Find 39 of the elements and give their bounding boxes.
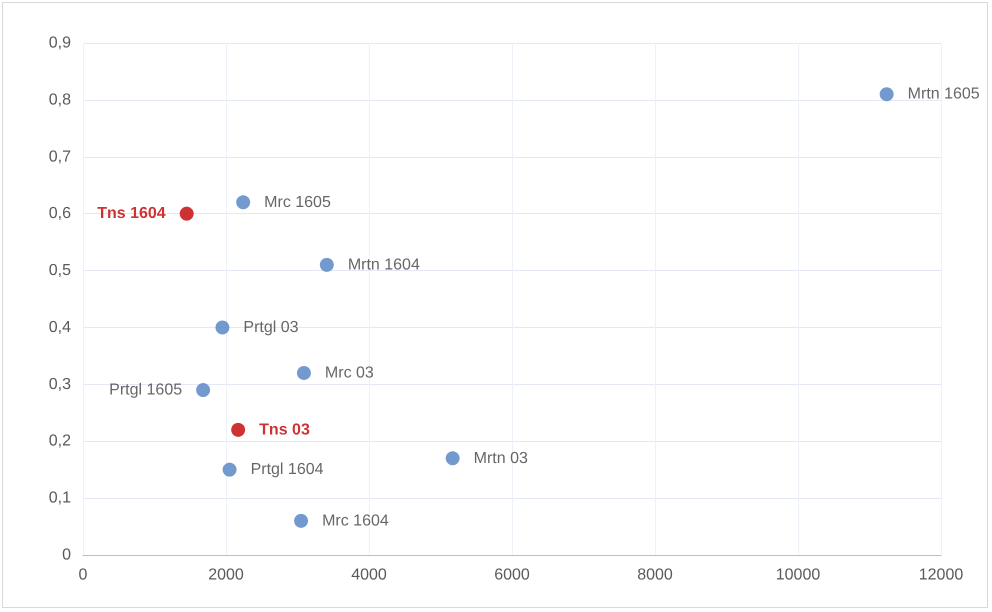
x-tick-label: 4000 [351, 566, 387, 584]
y-tick-label: 0,8 [48, 91, 72, 108]
data-label: Tns 1604 [97, 205, 166, 222]
point [215, 320, 230, 334]
point [180, 206, 194, 221]
point [231, 422, 246, 437]
y-tick-label: 0 [62, 546, 72, 564]
point [446, 451, 460, 466]
point [880, 87, 894, 102]
y-tick-label: 0,5 [48, 262, 72, 280]
x-tick-label: 2000 [208, 566, 244, 584]
data-label: Mrtn 1605 [908, 86, 980, 103]
data-label: Prtgl 1605 [109, 382, 182, 399]
y-tick-label: 0,3 [48, 376, 72, 393]
x-tick-label: 0 [78, 566, 88, 584]
y-tick-label: 0,9 [48, 34, 72, 52]
x-tick-label: 12000 [918, 566, 964, 584]
point [236, 195, 250, 210]
point [296, 366, 311, 380]
point [196, 383, 210, 398]
x-tick-label: 6000 [494, 566, 530, 584]
x-tick-label: 8000 [637, 566, 673, 584]
y-tick-label: 0,2 [48, 432, 72, 450]
data-label: Tns 03 [259, 421, 310, 438]
y-tick-label: 0,1 [48, 490, 72, 507]
data-label: Prtgl 1604 [250, 461, 324, 478]
y-tick-label: 0,7 [48, 148, 72, 166]
y-tick-label: 0,6 [48, 205, 72, 222]
point [222, 462, 237, 477]
point [320, 258, 334, 272]
data-label: Mrc 1604 [322, 512, 389, 530]
data-label: Mrtn 03 [474, 450, 528, 467]
y-tick-label: 0,4 [48, 318, 72, 336]
point [294, 514, 308, 528]
data-label: Mrc 1605 [264, 194, 331, 211]
data-label: Prtgl 03 [243, 318, 299, 336]
data-label: Mrc 03 [324, 364, 374, 382]
data-label: Mrtn 1604 [348, 256, 420, 274]
x-tick-label: 10000 [776, 566, 820, 584]
